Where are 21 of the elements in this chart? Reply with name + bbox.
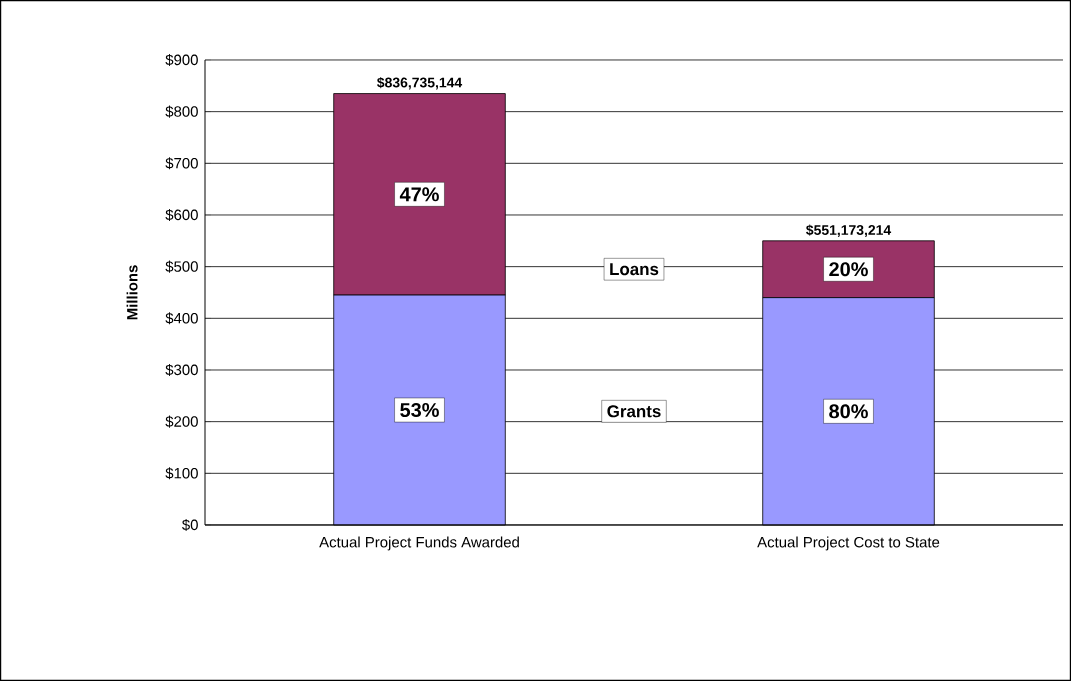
annotation: $836,735,144 — [377, 76, 463, 90]
annotation: $551,173,214 — [806, 224, 892, 237]
y-tick-label: $200 — [165, 415, 198, 428]
annotation: 80% — [829, 404, 868, 419]
y-tick-label: $500 — [165, 260, 198, 273]
x-tick-label: Actual Project Cost to State — [757, 536, 940, 551]
x-tick-label: Actual Project Funds Awarded — [319, 536, 519, 551]
y-tick-label: $300 — [165, 363, 198, 377]
annotation: 47% — [399, 187, 439, 202]
y-tick-label: $800 — [165, 105, 198, 118]
text: Grants — [607, 405, 661, 418]
y-tick-label: $0 — [182, 518, 198, 532]
annotation: 53% — [400, 402, 439, 418]
y-tick-label: $900 — [165, 53, 198, 67]
text: Loans — [610, 263, 659, 276]
annotation: 20% — [829, 262, 868, 277]
y-tick-label: $600 — [165, 208, 198, 222]
y-tick-label: $400 — [165, 312, 198, 325]
y-tick-label: $700 — [165, 157, 198, 170]
y-tick-label: $100 — [165, 467, 198, 480]
y-axis-title: Millions — [126, 265, 138, 320]
